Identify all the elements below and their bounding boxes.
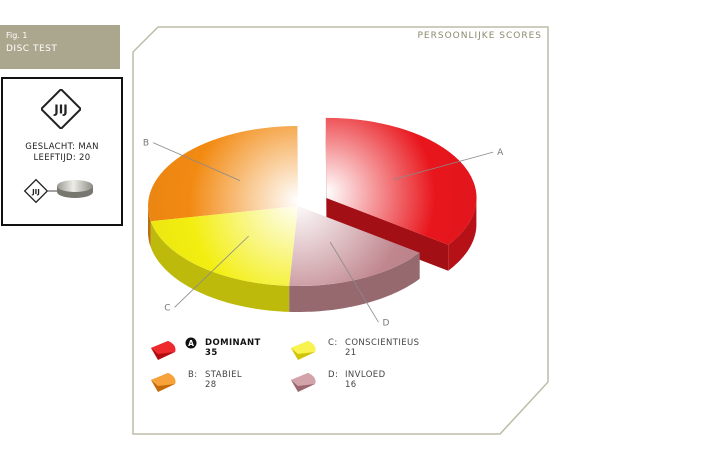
legend-d-name: INVLOED — [345, 370, 386, 380]
pie-side-b-0 — [148, 205, 151, 248]
pie-label-a: A — [497, 148, 504, 158]
legend-a-badge-icon: A — [185, 337, 197, 349]
legend-item-c: CONSCIENTIEUS 21 — [345, 338, 419, 358]
small-logo-text: JIJ — [31, 188, 40, 196]
pie-slice-a — [325, 117, 477, 245]
pie-cut-wall-a-0 — [325, 117, 327, 224]
legend-swatch-a — [151, 341, 176, 360]
profile-card: JIJ GESLACHT: MAN LEEFTIJD: 20 JIJ — [1, 77, 123, 226]
legend-item-a: DOMINANT 35 — [205, 338, 261, 358]
pie-leader-a — [393, 151, 494, 181]
legend-d-prefix: D: — [328, 370, 339, 380]
legend-a-name: DOMINANT — [205, 338, 261, 348]
pie-slice-d — [289, 206, 420, 287]
pie-leader-c — [174, 235, 249, 308]
puck-icon — [57, 180, 93, 198]
figure-tag: Fig. 1 DISC TEST — [0, 25, 120, 69]
pie-chart: A D C B — [143, 117, 504, 328]
pie-label-d: D — [383, 318, 390, 328]
legend-item-d: INVLOED 16 — [345, 370, 386, 390]
legend-b-name: STABIEL — [205, 370, 242, 380]
pie-side-a-0 — [448, 197, 477, 271]
small-jij-logo-icon: JIJ — [23, 178, 57, 204]
legend-c-name: CONSCIENTIEUS — [345, 338, 420, 348]
legend-b-value: 28 — [205, 380, 217, 390]
legend-swatches-right — [291, 341, 316, 392]
legend-a-value: 35 — [205, 348, 218, 358]
logo-text: JIJ — [53, 103, 67, 117]
figure-title: DISC TEST — [6, 44, 58, 54]
figure-number: Fig. 1 — [6, 31, 28, 40]
legend-item-b: STABIEL 28 — [205, 370, 242, 390]
legend-swatch-c — [291, 341, 316, 360]
legend-d-value: 16 — [345, 380, 357, 390]
jij-logo-icon: JIJ — [41, 89, 81, 129]
legend-swatch-d — [291, 373, 316, 392]
legend-a-badge-letter: A — [188, 339, 194, 348]
pie-leader-d — [329, 241, 379, 323]
legend-c-prefix: C: — [328, 338, 338, 348]
legend-c-value: 21 — [345, 348, 357, 358]
age-label: LEEFTIJD: 20 — [33, 153, 91, 163]
chart-title: PERSOONLIJKE SCORES — [417, 31, 542, 41]
pie-slice-c — [150, 206, 298, 286]
legend-swatches-left — [151, 341, 176, 392]
legend-swatch-b — [151, 373, 176, 392]
pie-label-c: C — [164, 303, 170, 313]
pie-leader-b — [152, 142, 241, 181]
legend-b-prefix: B: — [188, 370, 198, 380]
pie-slice-b — [148, 126, 298, 222]
pie-label-b: B — [143, 139, 149, 149]
gender-label: GESLACHT: MAN — [25, 142, 99, 152]
pie-side-c-0 — [150, 221, 290, 312]
